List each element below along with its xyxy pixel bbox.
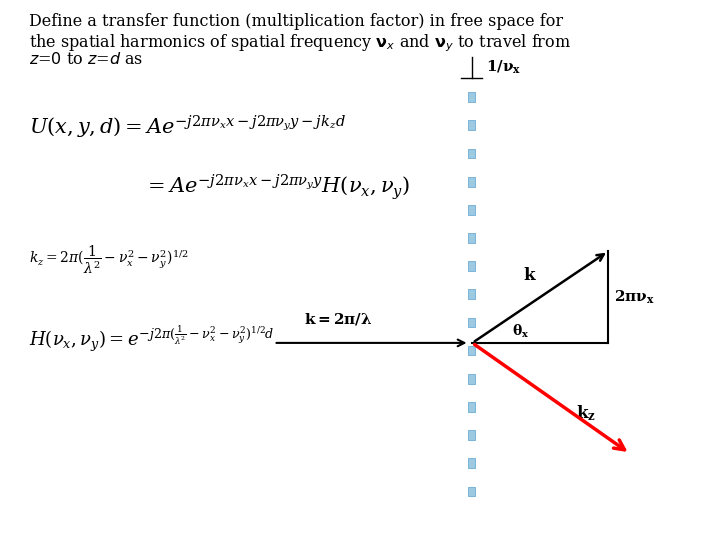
Bar — [468, 120, 475, 130]
Text: Define a transfer function (multiplication factor) in free space for: Define a transfer function (multiplicati… — [29, 14, 563, 30]
Bar — [468, 92, 475, 102]
Text: the spatial harmonics of spatial frequency $\mathbf{\nu}_x$ and $\mathbf{\nu}_y$: the spatial harmonics of spatial frequen… — [29, 32, 571, 54]
Text: $\mathbf{\theta_x}$: $\mathbf{\theta_x}$ — [512, 323, 529, 340]
Text: $H(\nu_x,\nu_y) = e^{-j2\pi(\frac{1}{\lambda^2}-\nu_x^2-\nu_y^2)^{1/2}d}$: $H(\nu_x,\nu_y) = e^{-j2\pi(\frac{1}{\la… — [29, 324, 274, 354]
Bar — [468, 289, 475, 299]
Bar — [468, 205, 475, 215]
Text: $U(x, y, d) = Ae^{-j2\pi\nu_x x-j2\pi\nu_y y-jk_z d}$: $U(x, y, d) = Ae^{-j2\pi\nu_x x-j2\pi\nu… — [29, 113, 346, 140]
Text: $k_z = 2\pi(\dfrac{1}{\lambda^2}-\nu_x^2-\nu_y^2)^{1/2}$: $k_z = 2\pi(\dfrac{1}{\lambda^2}-\nu_x^2… — [29, 243, 189, 275]
Bar — [468, 177, 475, 186]
Bar — [468, 233, 475, 243]
Text: $\mathbf{k_z}$: $\mathbf{k_z}$ — [577, 404, 596, 423]
Bar — [468, 318, 475, 327]
Text: $z$=$0$ to $z$=$d$ as: $z$=$0$ to $z$=$d$ as — [29, 51, 143, 68]
Bar — [468, 148, 475, 158]
Text: $\mathbf{k}$: $\mathbf{k}$ — [523, 266, 536, 284]
Bar — [468, 346, 475, 355]
Text: $= Ae^{-j2\pi\nu_x x-j2\pi\nu_y y} H(\nu_x,\nu_y)$: $= Ae^{-j2\pi\nu_x x-j2\pi\nu_y y} H(\nu… — [144, 173, 410, 202]
Text: $\mathbf{2\pi\nu_x}$: $\mathbf{2\pi\nu_x}$ — [614, 288, 655, 306]
Text: $\mathbf{1/\nu_x}$: $\mathbf{1/\nu_x}$ — [486, 59, 521, 76]
Text: $\mathbf{k{=}2\pi/\lambda}$: $\mathbf{k{=}2\pi/\lambda}$ — [304, 310, 373, 327]
Bar — [468, 458, 475, 468]
Bar — [468, 487, 475, 496]
Bar — [468, 402, 475, 412]
Bar — [468, 261, 475, 271]
Bar — [468, 374, 475, 383]
Bar — [468, 430, 475, 440]
